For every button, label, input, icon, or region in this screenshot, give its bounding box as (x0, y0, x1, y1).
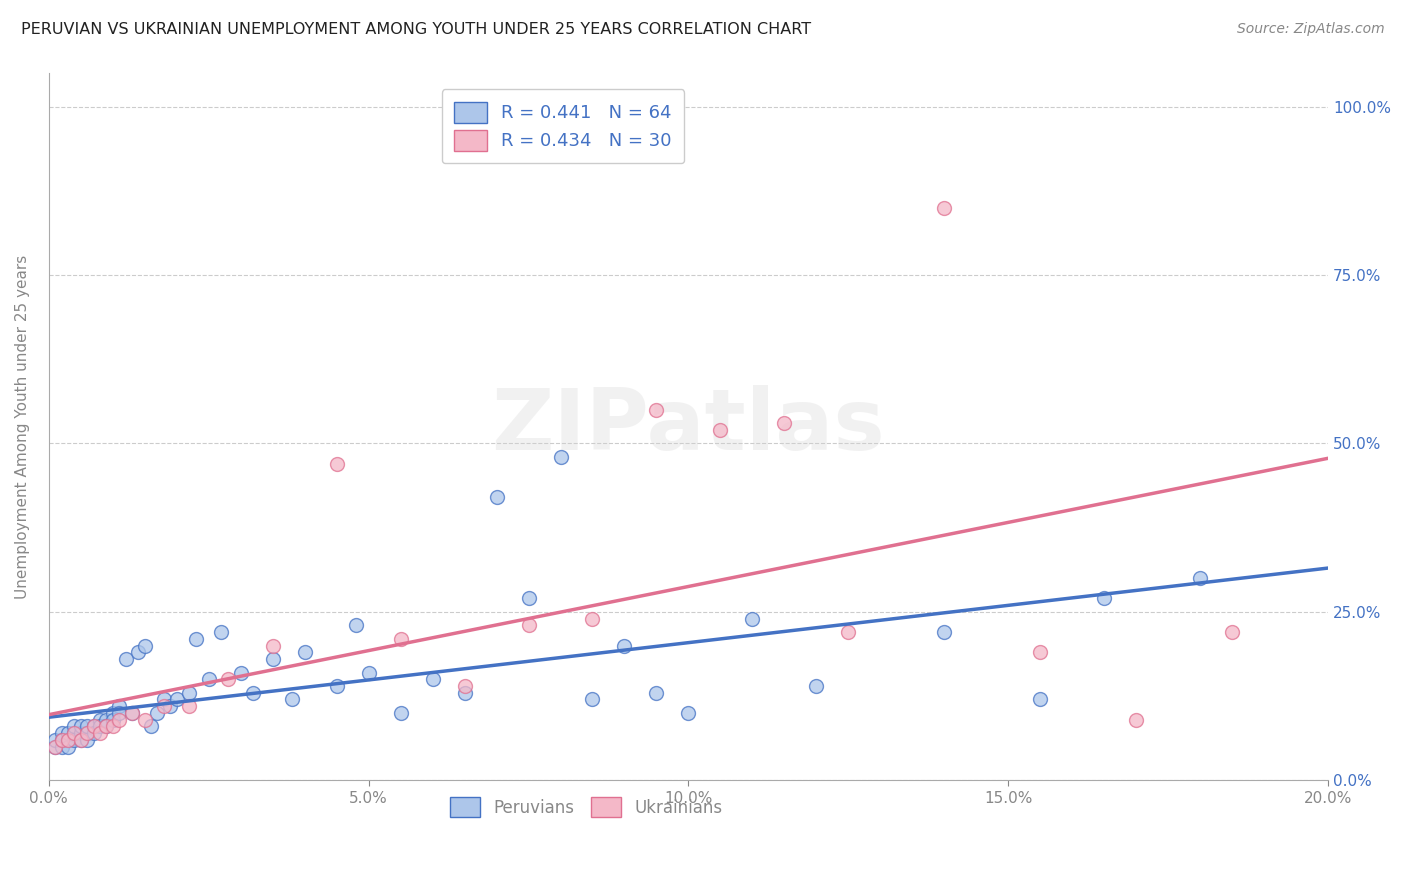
Point (63, 726, 86, 740)
Point (44, 739, 66, 754)
Point (51, 732, 73, 747)
Point (262, 652, 284, 666)
Point (613, 639, 636, 653)
Point (127, 645, 149, 659)
Point (44, 732, 66, 747)
Point (1029, 645, 1052, 659)
Point (1125, 713, 1147, 727)
Point (83, 719, 105, 733)
Point (69, 732, 91, 747)
Point (344, 618, 367, 632)
Point (1220, 625, 1243, 640)
Point (96, 719, 118, 733)
Point (83, 719, 105, 733)
Point (934, 625, 956, 640)
Point (51, 739, 73, 754)
Point (56, 732, 79, 747)
Point (581, 612, 603, 626)
Text: PERUVIAN VS UKRAINIAN UNEMPLOYMENT AMONG YOUTH UNDER 25 YEARS CORRELATION CHART: PERUVIAN VS UKRAINIAN UNEMPLOYMENT AMONG… (21, 22, 811, 37)
Point (121, 706, 143, 720)
Point (89, 726, 111, 740)
Point (101, 706, 124, 720)
Point (197, 672, 219, 686)
Point (69, 726, 91, 740)
Point (179, 699, 201, 714)
Point (139, 719, 162, 733)
Point (56, 739, 79, 754)
Point (422, 672, 444, 686)
Point (806, 679, 828, 693)
Point (645, 686, 668, 700)
Point (56, 732, 79, 747)
Point (153, 699, 176, 714)
Point (51, 726, 73, 740)
Point (217, 672, 239, 686)
Point (108, 713, 131, 727)
Point (581, 692, 603, 706)
Y-axis label: Unemployment Among Youth under 25 years: Unemployment Among Youth under 25 years (15, 254, 30, 599)
Point (76, 726, 98, 740)
Text: ZIPatlas: ZIPatlas (492, 385, 886, 468)
Point (63, 732, 86, 747)
Point (69, 732, 91, 747)
Point (678, 706, 700, 720)
Point (389, 632, 412, 646)
Point (517, 591, 540, 606)
Point (76, 726, 98, 740)
Point (389, 706, 412, 720)
Point (121, 706, 143, 720)
Point (101, 719, 124, 733)
Point (159, 699, 181, 714)
Point (242, 686, 264, 700)
Point (96, 719, 118, 733)
Point (44, 739, 66, 754)
Point (837, 625, 859, 640)
Text: Source: ZipAtlas.com: Source: ZipAtlas.com (1237, 22, 1385, 37)
Point (146, 706, 169, 720)
Point (83, 726, 105, 740)
Point (262, 639, 284, 653)
Point (1092, 591, 1115, 606)
Point (56, 726, 79, 740)
Point (166, 692, 188, 706)
Point (89, 719, 111, 733)
Point (51, 732, 73, 747)
Point (281, 692, 304, 706)
Point (709, 423, 731, 437)
Point (1189, 571, 1212, 585)
Point (773, 417, 796, 431)
Point (63, 726, 86, 740)
Point (76, 719, 98, 733)
Point (153, 692, 176, 706)
Point (550, 450, 572, 464)
Point (184, 632, 207, 646)
Point (1029, 692, 1052, 706)
Point (645, 402, 668, 417)
Point (134, 639, 156, 653)
Legend: Peruvians, Ukrainians: Peruvians, Ukrainians (441, 789, 731, 825)
Point (76, 732, 98, 747)
Point (69, 719, 91, 733)
Point (325, 457, 347, 471)
Point (108, 699, 131, 714)
Point (453, 679, 475, 693)
Point (741, 612, 763, 626)
Point (934, 201, 956, 215)
Point (96, 713, 118, 727)
Point (517, 618, 540, 632)
Point (229, 665, 252, 680)
Point (485, 491, 508, 505)
Point (114, 652, 136, 666)
Point (63, 719, 86, 733)
Point (294, 645, 316, 659)
Point (179, 686, 201, 700)
Point (134, 713, 156, 727)
Point (357, 665, 380, 680)
Point (211, 625, 233, 640)
Point (101, 713, 124, 727)
Point (325, 679, 347, 693)
Point (108, 706, 131, 720)
Point (453, 686, 475, 700)
Point (89, 713, 111, 727)
